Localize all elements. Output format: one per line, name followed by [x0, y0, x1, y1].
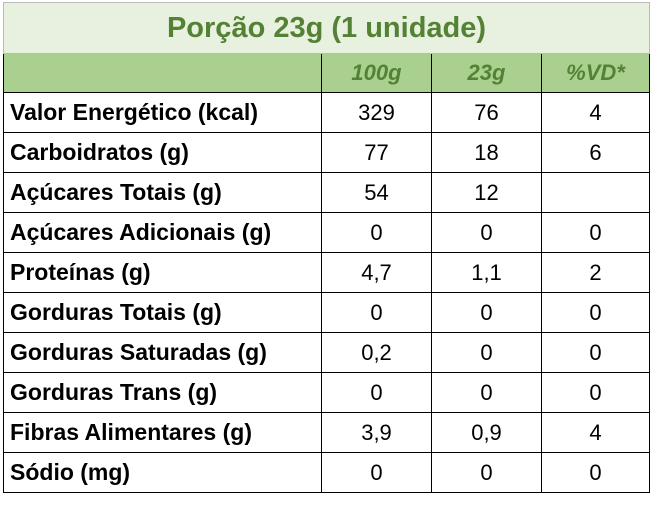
nutrient-label: Carboidratos (g)	[3, 132, 322, 173]
nutrient-label: Açúcares Adicionais (g)	[3, 212, 322, 253]
header-cell: 23g	[431, 53, 542, 93]
nutrient-value: 6	[540, 132, 651, 173]
header-cell: 100g	[321, 53, 432, 93]
nutrient-value: 0	[540, 452, 651, 493]
nutrient-value: 4,7	[321, 252, 432, 293]
nutrient-value	[540, 172, 651, 213]
nutrient-value: 12	[431, 172, 542, 213]
header-cell: %VD*	[540, 53, 651, 93]
nutrient-value: 2	[540, 252, 651, 293]
nutrient-value: 0	[540, 292, 651, 333]
nutrient-value: 0	[321, 452, 432, 493]
nutrient-value: 0	[321, 212, 432, 253]
nutrient-value: 0,2	[321, 332, 432, 373]
nutrient-label: Valor Energético (kcal)	[3, 92, 322, 133]
nutrient-row: Gorduras Trans (g) 0 0 0	[3, 372, 651, 413]
nutrient-value: 77	[321, 132, 432, 173]
nutrient-label: Fibras Alimentares (g)	[3, 412, 322, 453]
nutrient-row: Sódio (mg) 0 0 0	[3, 452, 651, 493]
nutrient-row: Carboidratos (g) 77 18 6	[3, 132, 651, 173]
nutrient-value: 0	[431, 372, 542, 413]
nutrient-row: Gorduras Totais (g) 0 0 0	[3, 292, 651, 333]
nutrient-label: Gorduras Saturadas (g)	[3, 332, 322, 373]
nutrient-row: Valor Energético (kcal) 329 76 4	[3, 92, 651, 133]
nutrient-value: 0	[431, 452, 542, 493]
nutrient-value: 0	[321, 292, 432, 333]
header-cell	[3, 53, 322, 93]
nutrient-value: 0,9	[431, 412, 542, 453]
nutrient-row: Proteínas (g) 4,7 1,1 2	[3, 252, 651, 293]
nutrient-value: 3,9	[321, 412, 432, 453]
nutrition-table: Porção 23g (1 unidade) 100g 23g %VD* Valor …	[2, 2, 651, 493]
nutrient-value: 1,1	[431, 252, 542, 293]
nutrient-value: 0	[540, 332, 651, 373]
nutrient-value: 4	[540, 92, 651, 133]
nutrient-value: 0	[540, 212, 651, 253]
nutrient-value: 0	[431, 292, 542, 333]
nutrient-value: 76	[431, 92, 542, 133]
nutrient-row: Açúcares Adicionais (g) 0 0 0	[3, 212, 651, 253]
table-body: Porção 23g (1 unidade) 100g 23g %VD* Valor …	[2, 2, 651, 493]
nutrient-row: Fibras Alimentares (g) 3,9 0,9 4	[3, 412, 651, 453]
nutrient-label: Proteínas (g)	[3, 252, 322, 293]
nutrient-label: Gorduras Totais (g)	[3, 292, 322, 333]
nutrient-value: 329	[321, 92, 432, 133]
header-row: 100g 23g %VD*	[3, 53, 651, 93]
nutrient-value: 0	[321, 372, 432, 413]
nutrient-label: Sódio (mg)	[3, 452, 322, 493]
nutrient-label: Açúcares Totais (g)	[3, 172, 322, 213]
table-title: Porção 23g (1 unidade)	[2, 2, 651, 54]
nutrient-value: 4	[540, 412, 651, 453]
nutrient-value: 0	[540, 372, 651, 413]
nutrient-value: 0	[431, 212, 542, 253]
nutrient-value: 18	[431, 132, 542, 173]
nutrient-row: Gorduras Saturadas (g) 0,2 0 0	[3, 332, 651, 373]
nutrient-value: 0	[431, 332, 542, 373]
nutrient-value: 54	[321, 172, 432, 213]
title-row: Porção 23g (1 unidade)	[2, 2, 651, 54]
nutrient-label: Gorduras Trans (g)	[3, 372, 322, 413]
nutrient-row: Açúcares Totais (g) 54 12	[3, 172, 651, 213]
